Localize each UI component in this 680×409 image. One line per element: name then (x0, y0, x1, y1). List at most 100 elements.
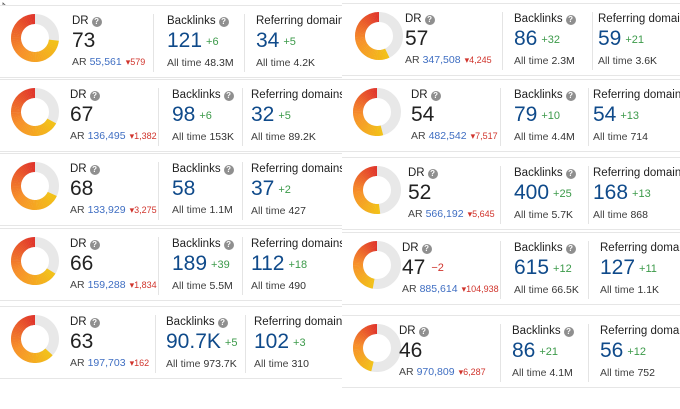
divider (500, 324, 501, 382)
referring-domains-value[interactable]: 54 (593, 103, 617, 126)
divider (158, 237, 159, 295)
referring-domains-change: +11 (639, 263, 657, 275)
backlinks-value[interactable]: 400 (514, 181, 550, 204)
backlinks-label-text: Backlinks (172, 89, 221, 101)
help-icon[interactable]: ? (565, 169, 576, 179)
dr-gauge-arc-segment (354, 180, 365, 186)
referring-domains-value[interactable]: 59 (598, 27, 622, 50)
dr-gauge-arc-segment (43, 195, 52, 205)
dr-gauge-arc-segment (38, 199, 44, 210)
help-icon[interactable]: ? (89, 91, 100, 101)
backlinks-value[interactable]: 189 (172, 252, 208, 275)
help-icon[interactable]: ? (89, 165, 100, 175)
referring-domains-value[interactable]: 32 (251, 103, 275, 126)
down-triangle-icon: ▾ (129, 205, 135, 215)
help-icon[interactable]: ? (565, 15, 576, 25)
dr-gauge-arc-segment (11, 103, 22, 109)
divider (592, 12, 593, 70)
dr-gauge (11, 14, 59, 63)
backlinks-value-row: 86 +32 (514, 27, 576, 52)
dr-gauge-arc-segment (365, 277, 372, 287)
backlinks-all-time-row: All time 66.5K (514, 284, 579, 296)
dr-value-row: 68 (70, 177, 157, 201)
help-icon[interactable]: ? (223, 240, 234, 250)
dr-gauge-arc-segment (20, 91, 29, 101)
help-icon[interactable]: ? (421, 244, 432, 254)
dr-gauge-arc-segment (382, 49, 388, 59)
dr-value-row: 47 −2 (402, 256, 499, 280)
dr-gauge-arc-segment (354, 254, 365, 260)
dr-gauge-arc-segment (39, 50, 45, 61)
backlinks-label-text: Backlinks (514, 242, 563, 254)
ar-value[interactable]: 136,495 (87, 130, 126, 142)
dr-gauge-arc-segment (38, 125, 44, 136)
help-icon[interactable]: ? (430, 91, 441, 101)
divider (500, 166, 501, 224)
ar-value[interactable]: 566,192 (425, 208, 464, 220)
help-icon[interactable]: ? (91, 17, 102, 27)
backlinks-change: +39 (211, 259, 230, 271)
ar-value[interactable]: 55,561 (89, 56, 122, 68)
backlinks-value[interactable]: 90.7K (166, 330, 221, 353)
dr-value: 46 (399, 339, 423, 362)
referring-domains-value[interactable]: 56 (600, 339, 624, 362)
dr-gauge-arc-segment (26, 315, 32, 326)
help-icon[interactable]: ? (427, 169, 438, 179)
ar-change: ▾7,517 (471, 131, 498, 141)
dr-gauge-arc-segment (366, 48, 374, 58)
ar-value[interactable]: 159,288 (87, 279, 126, 291)
referring-domains-label-text: Referring domains (598, 13, 680, 25)
ar-value[interactable]: 347,508 (422, 54, 461, 66)
referring-domains-value[interactable]: 102 (254, 330, 290, 353)
help-icon[interactable]: ? (89, 240, 100, 250)
dr-gauge-arc-segment (40, 273, 47, 284)
ar-value[interactable]: 197,703 (87, 357, 126, 369)
dr-gauge-arc-segment (383, 48, 390, 59)
dr-gauge-arc-segment (12, 28, 23, 34)
referring-domains-value[interactable]: 34 (256, 29, 280, 52)
dr-gauge (355, 12, 403, 60)
referring-domains-value[interactable]: 37 (251, 177, 275, 200)
ar-value[interactable]: 133,929 (87, 204, 126, 216)
help-icon[interactable]: ? (424, 15, 435, 25)
dr-gauge-arc-segment (368, 13, 374, 24)
backlinks-section: Backlinks? 615 +12 All time 66.5K (514, 242, 579, 296)
backlinks-label: Backlinks? (514, 242, 579, 254)
dr-gauge-arc-segment (23, 124, 30, 134)
help-icon[interactable]: ? (89, 318, 100, 328)
help-icon[interactable]: ? (223, 165, 234, 175)
dr-gauge-arc-segment (42, 48, 51, 59)
help-icon[interactable]: ? (223, 91, 234, 101)
dr-gauge-arc-segment (362, 328, 370, 338)
backlinks-value[interactable]: 86 (512, 339, 536, 362)
referring-domains-label: Referring domains? (254, 316, 342, 328)
ar-value[interactable]: 482,542 (428, 130, 467, 142)
backlinks-value[interactable]: 121 (167, 29, 203, 52)
dr-gauge-arc-segment (356, 251, 366, 259)
help-icon[interactable]: ? (218, 17, 229, 27)
ar-value[interactable]: 885,614 (419, 283, 458, 295)
help-icon[interactable]: ? (217, 318, 228, 328)
backlinks-value[interactable]: 615 (514, 256, 550, 279)
dr-gauge-arc-segment (37, 51, 43, 62)
backlinks-value[interactable]: 58 (172, 177, 196, 200)
dr-gauge-arc-segment (362, 122, 370, 132)
help-icon[interactable]: ? (418, 327, 429, 337)
dr-gauge-arc-segment (13, 172, 24, 180)
referring-domains-change: +12 (627, 346, 647, 358)
referring-domains-value[interactable]: 168 (593, 181, 629, 204)
ar-value[interactable]: 970,809 (416, 366, 455, 378)
referring-domains-value[interactable]: 112 (251, 252, 285, 275)
help-icon[interactable]: ? (565, 91, 576, 101)
dr-gauge-arc-segment (356, 355, 366, 362)
referring-domains-value[interactable]: 127 (600, 256, 636, 279)
backlinks-value[interactable]: 86 (514, 27, 538, 50)
all-time-label: All time (172, 280, 207, 292)
backlinks-all-time: 1.1M (209, 204, 233, 216)
help-icon[interactable]: ? (563, 327, 574, 337)
backlinks-value[interactable]: 79 (514, 103, 538, 126)
referring-domains-all-time: 310 (291, 358, 309, 370)
help-icon[interactable]: ? (565, 244, 576, 254)
backlinks-value[interactable]: 98 (172, 103, 196, 126)
referring-domains-all-time-row: All time 752 (600, 367, 680, 379)
